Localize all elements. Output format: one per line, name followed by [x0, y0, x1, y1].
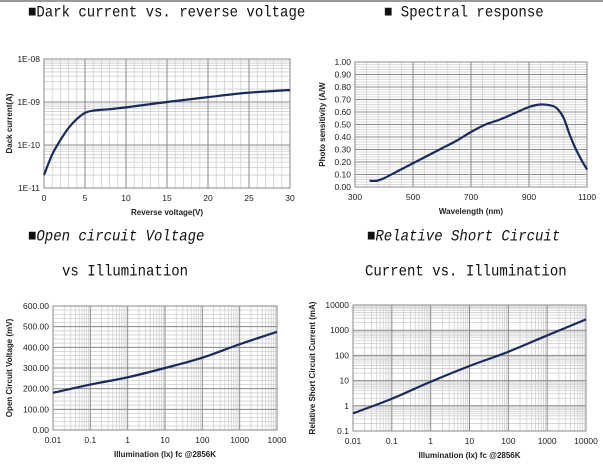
y-axis-label: Relative Short Circuit Current (mA) [308, 301, 317, 434]
y-axis-label: Dack current(A) [5, 93, 14, 153]
x-tick-label: 5 [83, 193, 88, 203]
x-tick-label: 10 [160, 435, 170, 445]
y-tick-label: 400.00 [23, 342, 49, 352]
y-tick-label: 1.00 [334, 57, 351, 67]
y-tick-label: 0.40 [334, 132, 351, 142]
x-tick-label: 15 [162, 193, 172, 203]
title-spectral-response: ■ Spectral response [384, 4, 544, 23]
x-tick-label: 1000 [538, 436, 557, 446]
y-tick-label: 0.00 [32, 425, 49, 435]
x-tick-label: 700 [464, 192, 478, 202]
y-tick-label: 10000 [325, 300, 349, 310]
y-tick-label: 1E-09 [17, 97, 40, 107]
y-tick-label: 0.60 [334, 107, 351, 117]
y-tick-label: 500.00 [23, 322, 49, 332]
y-tick-label: 1 [344, 401, 349, 411]
y-tick-label: 0.1 [337, 426, 349, 436]
y-tick-label: 1000 [330, 325, 349, 335]
y-tick-label: 0.30 [334, 145, 351, 155]
x-tick-label: 1100 [578, 192, 597, 202]
series-line [52, 330, 278, 394]
x-tick-label: 1 [125, 435, 130, 445]
y-tick-label: 0.80 [334, 82, 351, 92]
chart-dark-current: 0 5 10 15 20 25 30 1E-11 1E-10 1E-09 1E-08 Reverse … [5, 54, 295, 217]
title-dark-current: ■Dark current vs. reverse voltage [28, 4, 306, 23]
y-tick-label: 0.00 [334, 182, 351, 192]
title-short-circuit-line2: Current vs. Illumination [365, 263, 567, 282]
y-tick-label: 0.10 [334, 170, 351, 180]
x-tick-label: 10000 [574, 436, 598, 446]
x-tick-label: 100 [195, 435, 209, 445]
chart-open-circuit-voltage: 0.01 0.1 1 10 100 1000 1000 0.00 100.00 200.00 300… [5, 301, 287, 459]
x-tick-label: 500 [406, 192, 420, 202]
x-tick-label: 0.01 [45, 435, 62, 445]
x-axis-label: Illumination (lx) fc @2856K [418, 451, 520, 460]
x-tick-label: 20 [203, 193, 213, 203]
y-tick-label: 200.00 [23, 384, 49, 394]
y-tick-label: 100.00 [23, 404, 49, 414]
x-axis-label: Reverse voltage(V) [131, 208, 203, 217]
chart-short-circuit-current: 0.01 0.1 1 10 100 1000 100000.1110100100010000… [308, 300, 598, 460]
y-tick-label: 0.50 [334, 120, 351, 130]
y-axis-label: Photo sensitivity (A/W [318, 82, 327, 167]
y-tick-label: 0.20 [334, 157, 351, 167]
y-axis-label: Open Circuit Voltage (mV) [5, 318, 14, 417]
x-tick-label: 1 [428, 436, 433, 446]
x-axis-label: Illumination (lx) fc @2856K [114, 450, 216, 459]
x-tick-label: 100 [501, 436, 515, 446]
plot-area-border [43, 58, 291, 189]
chart-spectral-response: 300 500 700 900 1100 0.00 0.10 0.20 0.30 0.40 0.50… [318, 57, 596, 216]
x-tick-label: 0 [42, 193, 47, 203]
x-tick-label: 1000 [230, 435, 249, 445]
x-tick-label: 0.01 [345, 436, 362, 446]
plot-area-border [52, 305, 278, 431]
y-tick-label: 300.00 [23, 363, 49, 373]
y-tick-label: 100 [335, 350, 349, 360]
x-tick-label: 900 [522, 192, 536, 202]
title-open-circuit-line1: ■Open circuit Voltage [28, 228, 205, 247]
title-open-circuit-line2: vs Illumination [62, 263, 189, 282]
series-line [369, 103, 588, 183]
series-line [42, 88, 291, 176]
x-tick-label: 25 [244, 193, 254, 203]
plot-area-border [352, 304, 587, 432]
x-tick-label: 30 [285, 193, 295, 203]
title-short-circuit-line1: ■Relative Short Circuit [367, 228, 561, 247]
x-axis-label: Wavelength (nm) [439, 207, 503, 216]
plot-area-border [354, 61, 588, 188]
y-tick-label: 1E-10 [17, 140, 40, 150]
x-tick-label: 10 [465, 436, 475, 446]
series-line [352, 318, 587, 415]
y-tick-label: 1E-08 [17, 54, 40, 64]
x-tick-label: 300 [348, 192, 362, 202]
x-tick-label: 10 [121, 193, 131, 203]
y-tick-label: 600.00 [23, 301, 49, 311]
y-tick-label: 0.90 [334, 70, 351, 80]
x-tick-label: 1000 [268, 435, 287, 445]
y-tick-label: 1E-11 [18, 183, 40, 193]
x-tick-label: 0.1 [84, 435, 96, 445]
y-tick-label: 0.70 [334, 95, 351, 105]
y-tick-label: 10 [340, 376, 350, 386]
x-tick-label: 0.1 [386, 436, 398, 446]
